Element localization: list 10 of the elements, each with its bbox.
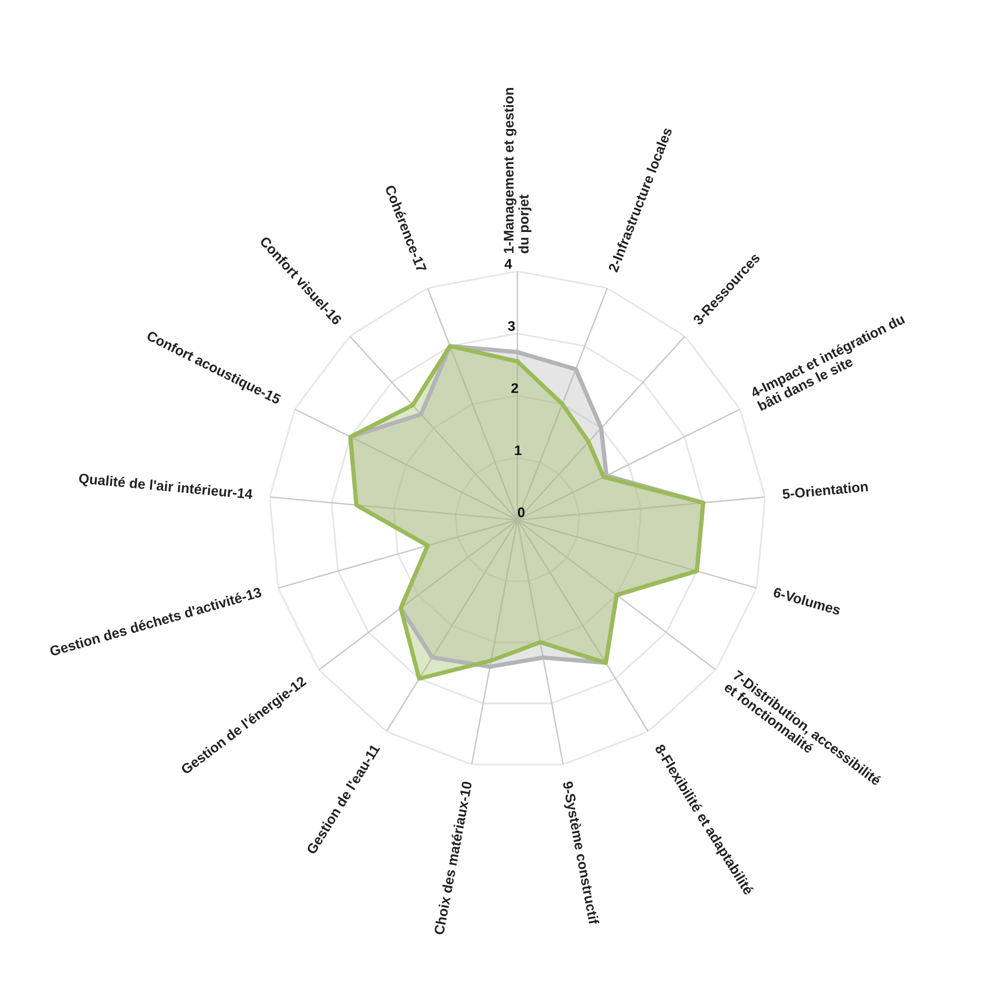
spoke-label: Choix des matériaux-10 [433,780,472,936]
spoke-label: 9-Système constructif [560,780,600,926]
spoke-label: 1-Management et gestion du porjet [503,88,532,254]
y-tick-label: 0 [518,507,525,518]
spoke-label: Qualité de l'air intérieur-14 [78,472,253,502]
y-tick-label: 3 [508,321,515,331]
y-tick-label: 4 [504,259,512,269]
y-tick-label: 2 [511,383,518,393]
spoke-label: 5-Orientation [782,481,868,500]
y-tick-label: 1 [515,445,522,456]
